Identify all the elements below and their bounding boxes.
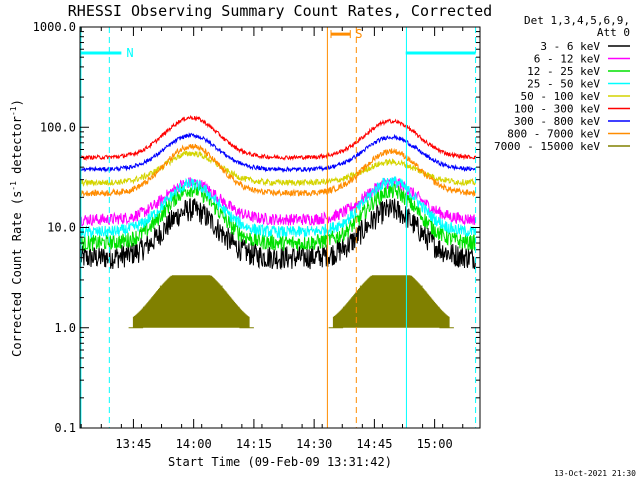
y-axis-label-part2: detector [10, 116, 24, 181]
y-axis-label-sup1: -1 [9, 181, 18, 191]
x-tick-label: 14:15 [236, 437, 272, 451]
x-tick-label: 14:45 [356, 437, 392, 451]
x-tick-label: 14:00 [176, 437, 212, 451]
series-line [80, 150, 477, 187]
flag-band-label: N [126, 46, 133, 60]
y-axis-label-part3: ) [10, 99, 24, 106]
legend-header-line2: Att 0 [597, 26, 630, 39]
x-tick-label: 15:00 [417, 437, 453, 451]
y-tick-label: 10.0 [47, 221, 76, 235]
y-tick-label: 0.1 [54, 421, 76, 435]
x-axis: 13:45 14:00 14:15 14:30 14:45 15:00 [80, 27, 464, 451]
series-line [80, 132, 477, 173]
series-olive-steps [128, 275, 254, 329]
x-tick-label: 14:30 [296, 437, 332, 451]
chart-title: RHESSI Observing Summary Count Rates, Co… [68, 2, 492, 20]
y-axis: 0.1 1.0 10.0 100.0 1000.0 [33, 20, 480, 435]
x-axis-label: Start Time (09-Feb-09 13:31:42) [168, 455, 392, 469]
y-tick-label: 1000.0 [33, 20, 76, 34]
legend-entry-label: 25 - 50 keV [527, 78, 600, 91]
x-tick-label: 13:45 [115, 437, 151, 451]
legend-entry-label: 50 - 100 keV [521, 90, 601, 103]
y-axis-label-sup2: -1 [9, 106, 18, 116]
series-olive-steps [328, 275, 454, 329]
series-layer [80, 114, 477, 329]
generation-timestamp: 13-Oct-2021 21:30 [554, 469, 636, 478]
legend-entry-label: 800 - 7000 keV [507, 128, 600, 141]
series-line [80, 143, 477, 198]
legend-entry-label: 100 - 300 keV [514, 103, 600, 116]
series-line [80, 198, 477, 271]
y-tick-label: 1.0 [54, 321, 76, 335]
series-line [80, 114, 477, 162]
series-line [80, 176, 477, 238]
legend-entry-label: 6 - 12 keV [534, 53, 601, 66]
legend-entry-label: 7000 - 15000 keV [494, 140, 600, 153]
flag-band-label: S [355, 27, 362, 41]
y-tick-label: 100.0 [40, 120, 76, 134]
y-axis-label: Corrected Count Rate (s-1 detector-1) [9, 99, 24, 357]
legend-entry-label: 3 - 6 keV [540, 40, 600, 53]
legend-header-line1: Det 1,3,4,5,6,9, [524, 14, 630, 27]
plot-area: NS [79, 26, 481, 429]
y-axis-label-part1: Corrected Count Rate (s [10, 191, 24, 357]
legend-entry-label: 300 - 800 keV [514, 115, 600, 128]
legend-entry-label: 12 - 25 keV [527, 65, 600, 78]
